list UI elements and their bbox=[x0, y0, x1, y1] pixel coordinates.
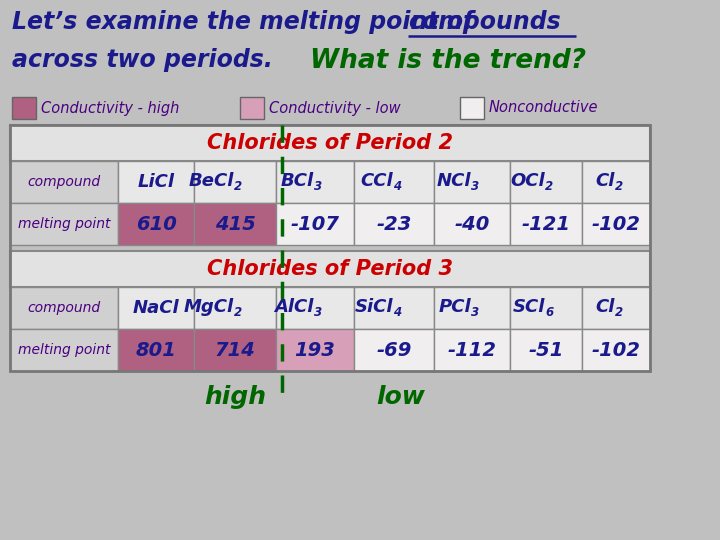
Text: LiCl: LiCl bbox=[138, 173, 174, 191]
Text: 6: 6 bbox=[545, 307, 553, 320]
Text: PCl: PCl bbox=[438, 298, 471, 316]
Text: melting point: melting point bbox=[18, 343, 110, 357]
Text: Nonconductive: Nonconductive bbox=[489, 100, 598, 116]
Bar bbox=[510, 329, 582, 371]
Bar bbox=[10, 125, 650, 161]
Bar bbox=[194, 287, 276, 329]
Bar bbox=[10, 125, 650, 371]
Text: 2: 2 bbox=[615, 307, 623, 320]
Text: NCl: NCl bbox=[436, 172, 471, 190]
Text: across two periods.: across two periods. bbox=[12, 48, 273, 72]
Bar bbox=[118, 203, 194, 245]
Text: Chlorides of Period 2: Chlorides of Period 2 bbox=[207, 133, 453, 153]
Bar bbox=[510, 161, 582, 203]
Text: SCl: SCl bbox=[513, 298, 545, 316]
Text: -112: -112 bbox=[448, 341, 497, 360]
Text: What is the trend?: What is the trend? bbox=[310, 48, 586, 74]
Text: compound: compound bbox=[27, 175, 101, 189]
Bar bbox=[194, 161, 276, 203]
Bar bbox=[10, 161, 118, 203]
Text: 714: 714 bbox=[215, 341, 256, 360]
Bar bbox=[276, 203, 354, 245]
Bar bbox=[118, 161, 194, 203]
Bar bbox=[582, 329, 650, 371]
Text: high: high bbox=[204, 385, 266, 409]
Text: Cl: Cl bbox=[595, 298, 615, 316]
Text: 3: 3 bbox=[471, 180, 479, 193]
Text: -102: -102 bbox=[592, 214, 641, 233]
Bar bbox=[434, 161, 510, 203]
Bar bbox=[10, 287, 118, 329]
Bar bbox=[276, 161, 354, 203]
Text: 2: 2 bbox=[615, 180, 623, 193]
Text: AlCl: AlCl bbox=[274, 298, 314, 316]
Text: Cl: Cl bbox=[595, 172, 615, 190]
Text: 193: 193 bbox=[294, 341, 336, 360]
Bar bbox=[354, 287, 434, 329]
Bar bbox=[582, 287, 650, 329]
Text: -107: -107 bbox=[290, 214, 340, 233]
Bar bbox=[118, 287, 194, 329]
Text: BCl: BCl bbox=[281, 172, 314, 190]
Bar bbox=[118, 329, 194, 371]
Bar bbox=[582, 203, 650, 245]
Bar bbox=[194, 203, 276, 245]
Text: 2: 2 bbox=[234, 307, 242, 320]
Bar bbox=[582, 161, 650, 203]
Text: low: low bbox=[376, 385, 425, 409]
Text: -51: -51 bbox=[528, 341, 564, 360]
Text: -121: -121 bbox=[521, 214, 570, 233]
Text: Conductivity - high: Conductivity - high bbox=[41, 100, 179, 116]
Text: Conductivity - low: Conductivity - low bbox=[269, 100, 400, 116]
Text: 2: 2 bbox=[545, 180, 553, 193]
Text: compounds: compounds bbox=[408, 10, 561, 34]
Text: NaCl: NaCl bbox=[132, 299, 179, 317]
Text: 3: 3 bbox=[314, 180, 322, 193]
Text: CCl: CCl bbox=[361, 172, 393, 190]
Text: BeCl: BeCl bbox=[189, 172, 234, 190]
Text: SiCl: SiCl bbox=[354, 298, 393, 316]
Bar bbox=[434, 329, 510, 371]
Bar bbox=[10, 203, 118, 245]
Text: 2: 2 bbox=[234, 180, 242, 193]
Text: melting point: melting point bbox=[18, 217, 110, 231]
Bar bbox=[194, 329, 276, 371]
Bar bbox=[434, 203, 510, 245]
Bar bbox=[354, 161, 434, 203]
Bar bbox=[12, 97, 36, 119]
Bar bbox=[434, 287, 510, 329]
Text: -69: -69 bbox=[377, 341, 412, 360]
Bar bbox=[240, 97, 264, 119]
Text: MgCl: MgCl bbox=[184, 298, 234, 316]
Text: -102: -102 bbox=[592, 341, 641, 360]
Bar bbox=[10, 329, 118, 371]
Text: 415: 415 bbox=[215, 214, 256, 233]
Text: 3: 3 bbox=[314, 307, 322, 320]
Text: OCl: OCl bbox=[510, 172, 545, 190]
Text: -40: -40 bbox=[454, 214, 490, 233]
Text: compound: compound bbox=[27, 301, 101, 315]
Text: 4: 4 bbox=[393, 307, 401, 320]
Text: 4: 4 bbox=[393, 180, 401, 193]
Bar bbox=[354, 329, 434, 371]
Text: 801: 801 bbox=[135, 341, 176, 360]
Bar bbox=[460, 97, 484, 119]
Text: Chlorides of Period 3: Chlorides of Period 3 bbox=[207, 259, 453, 279]
Bar bbox=[510, 203, 582, 245]
Text: 610: 610 bbox=[135, 214, 176, 233]
Bar bbox=[276, 329, 354, 371]
Bar bbox=[10, 251, 650, 287]
Text: 3: 3 bbox=[471, 307, 479, 320]
Bar bbox=[354, 203, 434, 245]
Text: Let’s examine the melting point of: Let’s examine the melting point of bbox=[12, 10, 482, 34]
Bar bbox=[510, 287, 582, 329]
Text: -23: -23 bbox=[377, 214, 412, 233]
Bar bbox=[276, 287, 354, 329]
